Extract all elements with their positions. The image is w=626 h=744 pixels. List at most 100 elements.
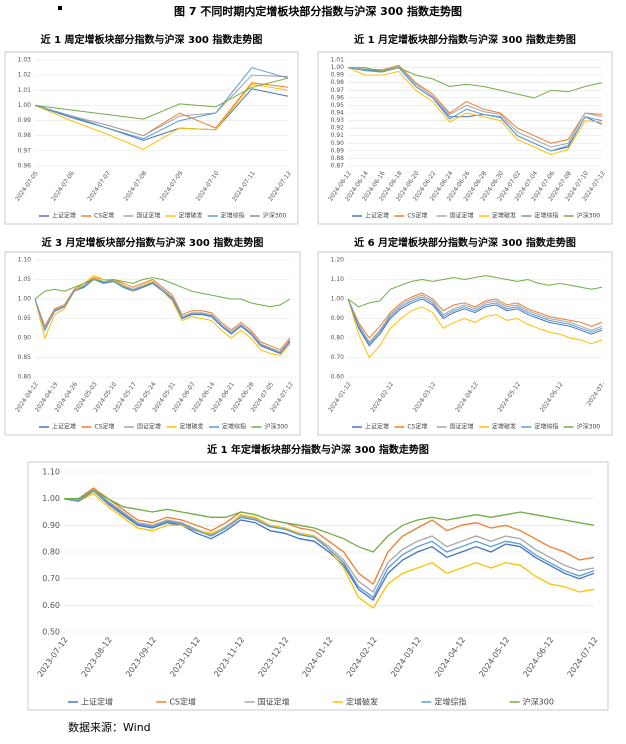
series-line: [63, 488, 595, 593]
y-tick-label: 0.95: [331, 102, 345, 109]
y-tick-label: 0.91: [331, 132, 345, 139]
legend-label: 定增综指: [534, 423, 558, 431]
x-tick-label: 2024-04-12: [433, 635, 467, 678]
chart-panel: 近 1 年定增板块部分指数与沪深 300 指数走势图 0.50 0.60 0.70 0.…: [27, 443, 609, 711]
y-tick-label: 0.99: [18, 117, 32, 124]
x-tick-label: 2024-07-06: [50, 170, 76, 203]
x-tick-label: 2024-06-12: [539, 381, 565, 414]
legend-label: 沪深300: [523, 697, 554, 707]
y-tick-label: 0.60: [331, 374, 345, 381]
series-line: [348, 67, 603, 99]
x-tick-label: 2024-02-12: [345, 635, 379, 678]
x-tick-label: 2023-09-12: [124, 635, 158, 678]
y-tick-label: 0.90: [18, 335, 32, 342]
legend-label: 上证定增: [81, 697, 113, 707]
y-tick-label: 0.60: [42, 601, 60, 610]
legend-label: CS定增: [94, 212, 114, 220]
y-tick-label: 0.89: [331, 147, 345, 154]
y-tick-label: 1.05: [18, 276, 32, 283]
legend-label: 国证定增: [258, 697, 290, 707]
series-line: [34, 278, 291, 354]
series-line: [347, 298, 603, 347]
y-tick-label: 1.00: [18, 296, 32, 303]
series-line: [347, 67, 603, 156]
legend-label: 国证定增: [137, 423, 161, 431]
x-tick-label: 2024-02-12: [369, 381, 395, 414]
series-line: [34, 275, 291, 357]
y-tick-label: 1.10: [331, 276, 345, 283]
legend-label: 沪深300: [265, 423, 289, 431]
y-tick-label: 0.96: [331, 94, 345, 101]
legend-label: 上证定增: [365, 212, 389, 220]
x-tick-label: 2024-05-12: [496, 381, 522, 414]
y-tick-label: 1.01: [331, 57, 345, 64]
x-tick-label: 2024-07-07: [86, 170, 112, 203]
panel-title: 近 1 年定增板块部分指数与沪深 300 指数走势图: [207, 443, 429, 456]
x-tick-label: 2024-07-12: [566, 635, 600, 678]
y-tick-label: 0.99: [331, 72, 345, 79]
source-note: 数据来源：Wind: [68, 720, 151, 734]
y-tick-label: 0.97: [331, 87, 345, 94]
x-tick-label: 2024-04-12: [454, 381, 480, 414]
x-tick-label: 2024-03-12: [389, 635, 423, 678]
series-line: [64, 487, 595, 585]
y-tick-label: 1.03: [18, 57, 32, 64]
legend-label: 定增破发: [346, 697, 378, 707]
y-tick-label: 0.70: [42, 574, 60, 583]
legend-label: CS定增: [407, 423, 427, 431]
x-tick-label: 2024-07-09: [159, 170, 185, 203]
series-line: [347, 275, 603, 308]
figure-title: 图 7 不同时期内定增板块部分指数与沪深 300 指数走势图: [174, 4, 462, 18]
x-tick-label: 2024-01-12: [327, 381, 353, 414]
legend-label: 国证定增: [136, 212, 160, 220]
legend-label: 定增综指: [221, 212, 245, 220]
series-line: [347, 65, 603, 148]
legend-label: 定增破发: [179, 212, 203, 220]
chart-panel: 近 1 月定增板块部分指数与沪深 300 指数走势图0.870.880.890.…: [317, 33, 613, 225]
panel-title: 近 3 月定增板块部分指数与沪深 300 指数走势图: [42, 236, 264, 249]
legend-label: 国证定增: [450, 212, 474, 220]
y-tick-label: 0.90: [331, 140, 345, 147]
x-tick-label: 2024-07-10: [195, 170, 221, 203]
panel-title: 近 6 月定增板块部分指数与沪深 300 指数走势图: [354, 236, 576, 249]
series-line: [34, 67, 289, 140]
panel-title: 近 1 月定增板块部分指数与沪深 300 指数走势图: [354, 33, 576, 46]
y-tick-label: 0.80: [331, 335, 345, 342]
y-tick-label: 0.94: [331, 110, 345, 117]
series-line: [34, 88, 289, 141]
legend-label: CS定增: [407, 212, 427, 220]
x-tick-label: 2024-07-11: [231, 170, 257, 203]
y-tick-label: 0.50: [42, 628, 60, 637]
legend-label: 国证定增: [450, 423, 474, 431]
legend-label: 定增破发: [492, 212, 516, 220]
legend-label: 定增综指: [434, 697, 466, 707]
y-tick-label: 0.80: [42, 548, 60, 557]
panel-frame: [317, 251, 613, 436]
y-tick-label: 1.02: [18, 72, 32, 79]
y-tick-label: 0.87: [331, 163, 345, 170]
bullet: [58, 6, 62, 10]
series-line: [347, 67, 603, 152]
x-tick-label: 2023-12-12: [256, 635, 290, 678]
legend-label: 定增综指: [534, 212, 558, 220]
legend-label: 定增破发: [180, 423, 204, 431]
y-tick-label: 0.95: [18, 315, 32, 322]
series-line: [63, 489, 595, 599]
series-line: [347, 64, 603, 144]
legend-label: CS定增: [169, 697, 196, 707]
series-line: [347, 298, 603, 359]
series-line: [63, 489, 595, 601]
panel-frame: [4, 251, 301, 436]
y-tick-label: 0.97: [18, 147, 32, 154]
y-tick-label: 1.20: [331, 257, 345, 264]
y-tick-label: 1.00: [331, 296, 345, 303]
y-tick-label: 0.88: [331, 155, 345, 162]
y-tick-label: 1.00: [42, 494, 60, 503]
panel-frame: [27, 461, 609, 711]
y-tick-label: 0.96: [18, 163, 32, 170]
panel-frame: [317, 51, 613, 225]
legend-label: 上证定增: [52, 423, 76, 431]
legend-label: 上证定增: [52, 212, 76, 220]
